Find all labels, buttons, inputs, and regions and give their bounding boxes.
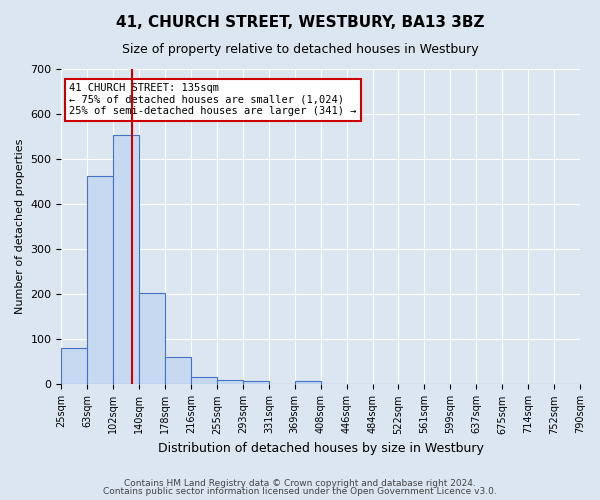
Y-axis label: Number of detached properties: Number of detached properties	[15, 139, 25, 314]
Bar	[113, 135, 139, 384]
Text: 41, CHURCH STREET, WESTBURY, BA13 3BZ: 41, CHURCH STREET, WESTBURY, BA13 3BZ	[116, 15, 484, 30]
Bar	[217, 380, 243, 384]
Text: Contains HM Land Registry data © Crown copyright and database right 2024.: Contains HM Land Registry data © Crown c…	[124, 478, 476, 488]
Bar	[165, 358, 191, 384]
Bar	[295, 381, 321, 384]
Bar	[243, 381, 269, 384]
Text: 41 CHURCH STREET: 135sqm
← 75% of detached houses are smaller (1,024)
25% of sem: 41 CHURCH STREET: 135sqm ← 75% of detach…	[69, 83, 356, 116]
Bar	[61, 348, 88, 384]
Bar	[139, 293, 165, 384]
Bar	[191, 377, 217, 384]
Text: Size of property relative to detached houses in Westbury: Size of property relative to detached ho…	[122, 42, 478, 56]
Bar	[88, 176, 113, 384]
Text: Contains public sector information licensed under the Open Government Licence v3: Contains public sector information licen…	[103, 487, 497, 496]
X-axis label: Distribution of detached houses by size in Westbury: Distribution of detached houses by size …	[158, 442, 484, 455]
